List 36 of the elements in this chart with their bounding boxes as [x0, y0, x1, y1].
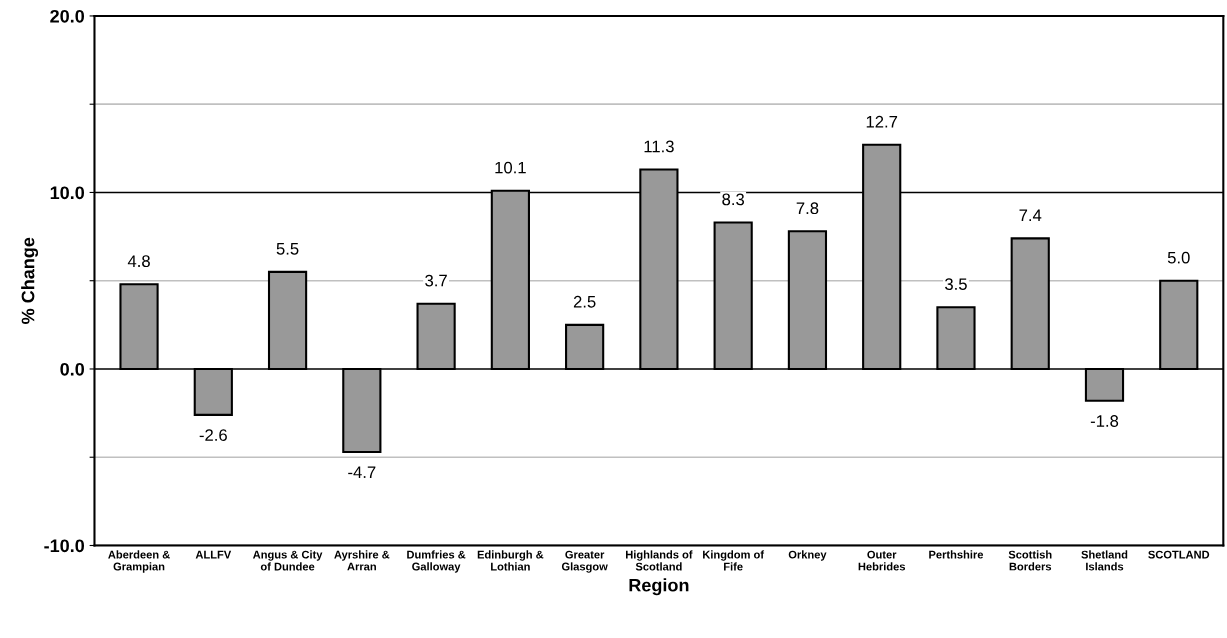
x-tick-label: Shetland Islands [1081, 550, 1128, 571]
y-tick-label: 10.0 [50, 186, 85, 200]
x-tick-label: Edinburgh & Lothian [477, 550, 544, 571]
x-axis-title: Region [629, 578, 689, 596]
data-label: -1.8 [1090, 415, 1119, 427]
data-label: 3.5 [945, 278, 967, 291]
x-tick-label: Highlands of Scotland [626, 550, 693, 571]
data-label: 8.3 [722, 193, 745, 206]
data-label: 2.5 [573, 295, 596, 308]
data-label: 11.3 [644, 140, 674, 153]
y-tick-label: -10.0 [44, 539, 85, 553]
data-label: 7.4 [1019, 209, 1042, 222]
data-label: -4.7 [348, 466, 376, 478]
y-tick-label: 0.0 [60, 362, 85, 376]
x-tick-label: Ayrshire & Arran [334, 550, 390, 571]
x-tick-label: SCOTLAND [1148, 550, 1210, 559]
data-label: -2.6 [199, 429, 227, 441]
data-label: 10.1 [495, 161, 526, 174]
data-label: 7.8 [796, 202, 819, 215]
y-tick-label: 20.0 [50, 9, 85, 23]
x-tick-label: Greater Glasgow [561, 550, 608, 573]
x-tick-label: Perthshire [929, 550, 984, 559]
data-label: 4.8 [127, 255, 150, 268]
x-tick-label: Outer Hebrides [858, 550, 906, 571]
x-tick-label: Orkney [788, 550, 827, 561]
data-label: 5.0 [1167, 251, 1190, 264]
x-tick-label: Aberdeen & Grampian [108, 550, 170, 573]
data-label: 3.7 [425, 274, 447, 287]
y-axis-title: % Change [21, 237, 39, 324]
x-tick-label: ALLFV [195, 550, 232, 559]
x-tick-label: Scottish Borders [1008, 550, 1052, 571]
x-tick-label: Kingdom of Fife [703, 550, 765, 571]
x-tick-label: Angus & City of Dundee [252, 550, 323, 571]
data-label: 12.7 [866, 115, 898, 128]
data-label: 5.5 [276, 243, 299, 255]
x-tick-label: Dumfries & Galloway [407, 550, 466, 573]
